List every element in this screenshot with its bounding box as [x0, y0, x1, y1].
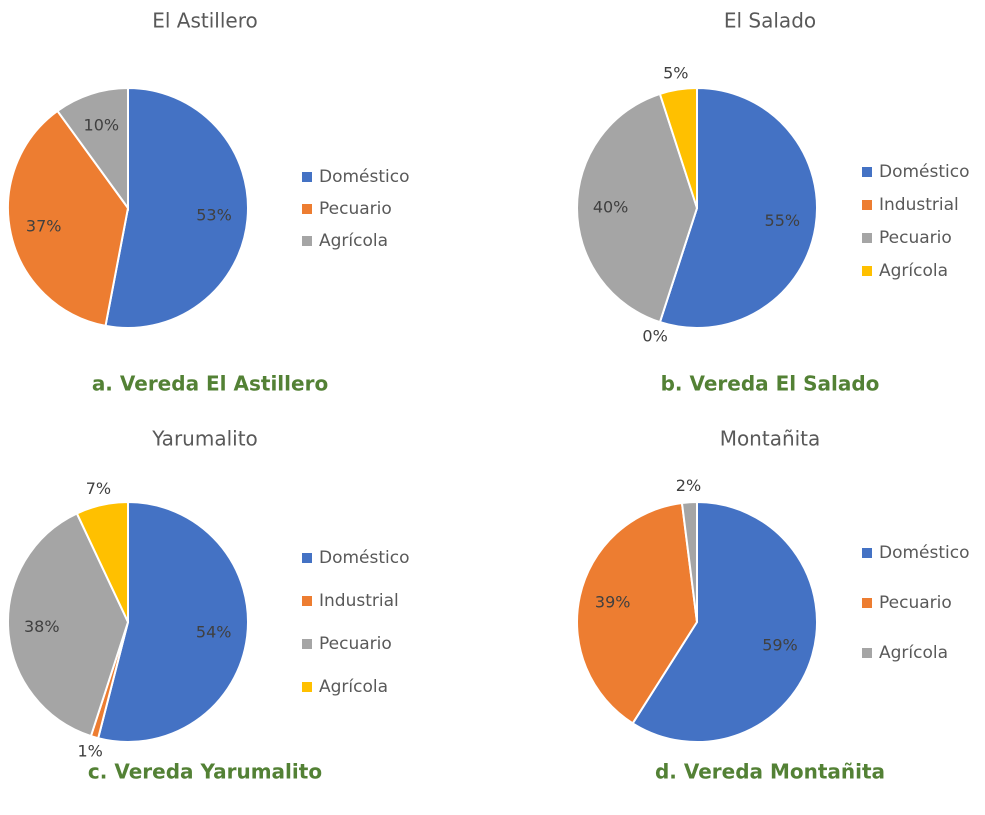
- legend-label: Doméstico: [319, 548, 410, 568]
- legend-label: Pecuario: [879, 228, 952, 248]
- chart-title: El Astillero: [152, 9, 258, 33]
- legend-swatch: [302, 172, 312, 182]
- legend-label: Doméstico: [879, 543, 970, 563]
- pie-slice: [680, 500, 698, 623]
- legend-swatch: [862, 548, 872, 558]
- chart-title: Montañita: [720, 427, 821, 451]
- data-label: 5%: [663, 64, 688, 83]
- legend-swatch: [302, 204, 312, 214]
- data-label: 59%: [762, 636, 798, 655]
- chart-title: Yarumalito: [151, 427, 258, 451]
- data-label: 0%: [642, 326, 667, 345]
- legend-label: Agrícola: [319, 231, 388, 251]
- legend-swatch: [862, 167, 872, 177]
- legend-swatch: [302, 553, 312, 563]
- legend-label: Pecuario: [319, 634, 392, 654]
- data-label: 53%: [196, 206, 232, 225]
- legend-swatch: [862, 648, 872, 658]
- caption: a. Vereda El Astillero: [92, 372, 328, 396]
- legend-swatch: [302, 596, 312, 606]
- legend-swatch: [862, 233, 872, 243]
- legend-swatch: [302, 682, 312, 692]
- pie-slice: [576, 92, 699, 324]
- legend-label: Industrial: [879, 195, 959, 215]
- pie-slice: [658, 86, 698, 209]
- data-label: 38%: [24, 617, 60, 636]
- legend-swatch: [862, 266, 872, 276]
- caption: b. Vereda El Salado: [661, 372, 880, 396]
- legend-label: Doméstico: [879, 162, 970, 182]
- pie-slice: [658, 86, 818, 329]
- pie-slice: [96, 500, 249, 743]
- data-label: 54%: [196, 622, 232, 641]
- data-label: 1%: [77, 742, 102, 761]
- pie-slice: [576, 501, 699, 725]
- legend-label: Doméstico: [319, 167, 410, 187]
- legend-label: Pecuario: [879, 593, 952, 613]
- legend-label: Agrícola: [879, 261, 948, 281]
- caption: c. Vereda Yarumalito: [88, 760, 322, 784]
- caption: d. Vereda Montañita: [655, 760, 885, 784]
- legend-label: Pecuario: [319, 199, 392, 219]
- pie-slice: [56, 86, 129, 212]
- data-label: 37%: [26, 216, 62, 235]
- legend-swatch: [302, 236, 312, 246]
- chart-title: El Salado: [724, 9, 816, 33]
- data-label: 7%: [86, 479, 111, 498]
- pie-slice: [7, 512, 130, 738]
- legend-label: Agrícola: [879, 643, 948, 663]
- legend-label: Agrícola: [319, 677, 388, 697]
- legend-label: Industrial: [319, 591, 399, 611]
- pie-slice: [104, 86, 249, 329]
- data-label: 55%: [765, 211, 801, 230]
- pie-slice: [631, 500, 818, 743]
- data-label: 10%: [84, 115, 120, 134]
- legend-swatch: [862, 598, 872, 608]
- pie-slice: [75, 500, 129, 623]
- legend-swatch: [302, 639, 312, 649]
- data-label: 40%: [593, 198, 629, 217]
- data-label: 39%: [595, 593, 631, 612]
- data-label: 2%: [676, 476, 701, 495]
- pie-slice: [7, 109, 130, 328]
- legend-swatch: [862, 200, 872, 210]
